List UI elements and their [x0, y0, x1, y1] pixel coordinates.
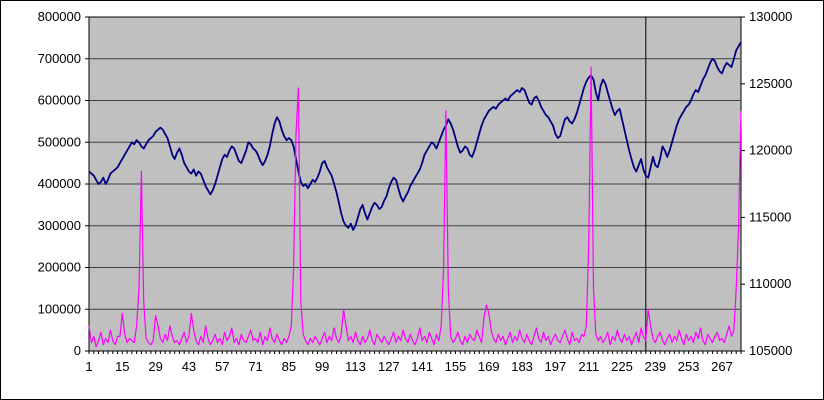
right-axis-label: 110000: [749, 276, 791, 291]
x-axis-label: 85: [282, 359, 296, 374]
volume-line: [88, 66, 742, 348]
right-axis-label: 130000: [749, 9, 792, 24]
x-axis-label: 141: [411, 359, 433, 374]
x-axis-label: 29: [148, 359, 162, 374]
left-axis-label: 300000: [38, 218, 81, 233]
x-axis-label: 1: [85, 359, 92, 374]
x-axis-label: 239: [644, 359, 666, 374]
left-axis-label: 700000: [38, 51, 81, 66]
x-axis-label: 57: [215, 359, 229, 374]
left-axis-label: 800000: [38, 9, 81, 24]
x-axis-label: 99: [315, 359, 329, 374]
x-axis-label: 225: [611, 359, 633, 374]
x-axis-label: 43: [182, 359, 196, 374]
x-axis-label: 253: [678, 359, 700, 374]
left-axis-label: 100000: [38, 301, 81, 316]
right-axis-label: 115000: [749, 209, 791, 224]
right-axis-label: 120000: [749, 143, 792, 158]
left-axis-label: 200000: [38, 260, 81, 275]
x-axis-label: 211: [578, 359, 599, 374]
price-line: [88, 41, 742, 231]
x-axis-label: 267: [711, 359, 733, 374]
right-axis-label: 105000: [749, 343, 792, 358]
left-axis-label: 400000: [38, 176, 81, 191]
x-axis-label: 71: [248, 359, 262, 374]
x-axis-label: 15: [115, 359, 129, 374]
left-axis-label: 500000: [38, 134, 81, 149]
x-axis-label: 197: [545, 359, 567, 374]
right-axis-label: 125000: [749, 76, 792, 91]
x-axis-label: 169: [478, 359, 500, 374]
x-axis-label: 127: [378, 359, 400, 374]
left-axis-label: 600000: [38, 93, 81, 108]
x-axis-label: 113: [345, 359, 366, 374]
left-axis-label: 0: [74, 343, 81, 358]
x-axis-label: 155: [445, 359, 467, 374]
x-axis-label: 183: [511, 359, 533, 374]
